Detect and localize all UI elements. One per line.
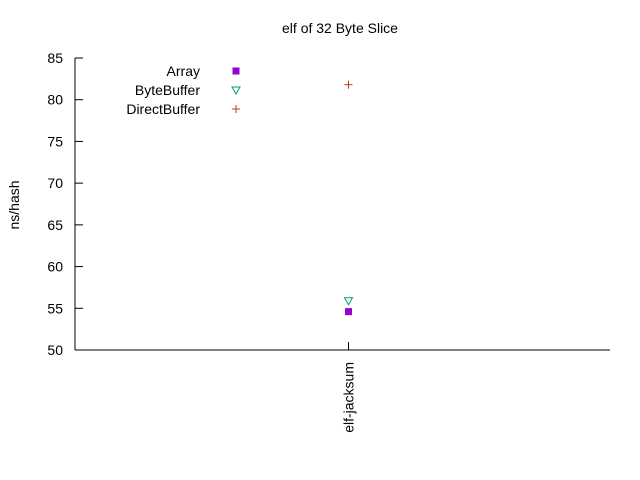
y-ticks: 50 55 60 65 70 75 80 85 bbox=[47, 50, 83, 358]
y-tick-label-80: 80 bbox=[47, 92, 63, 108]
y-tick-label-65: 65 bbox=[47, 217, 63, 233]
legend-label-bytebuffer: ByteBuffer bbox=[135, 82, 200, 98]
legend-label-array: Array bbox=[167, 63, 200, 79]
point-bytebuffer-0 bbox=[343, 297, 354, 306]
y-tick-label-50: 50 bbox=[47, 342, 63, 358]
point-array-0 bbox=[345, 308, 352, 316]
data-points bbox=[343, 80, 354, 316]
x-tick-label-0: elf-jacksum bbox=[341, 362, 357, 433]
point-directbuffer-0 bbox=[344, 80, 353, 89]
legend-marker-directbuffer bbox=[232, 105, 240, 113]
y-tick-label-85: 85 bbox=[47, 50, 63, 66]
y-tick-label-60: 60 bbox=[47, 259, 63, 275]
chart-title: elf of 32 Byte Slice bbox=[282, 20, 398, 36]
axes bbox=[74, 58, 610, 351]
legend-marker-bytebuffer bbox=[231, 86, 241, 96]
legend: Array ByteBuffer DirectBuffer bbox=[126, 63, 241, 117]
y-tick-label-70: 70 bbox=[47, 175, 63, 191]
x-categories: elf-jacksum bbox=[341, 342, 357, 433]
legend-label-directbuffer: DirectBuffer bbox=[126, 101, 200, 117]
y-tick-label-75: 75 bbox=[47, 133, 63, 149]
y-axis-label: ns/hash bbox=[6, 180, 22, 229]
legend-marker-array bbox=[232, 67, 240, 75]
y-tick-label-55: 55 bbox=[47, 300, 63, 316]
